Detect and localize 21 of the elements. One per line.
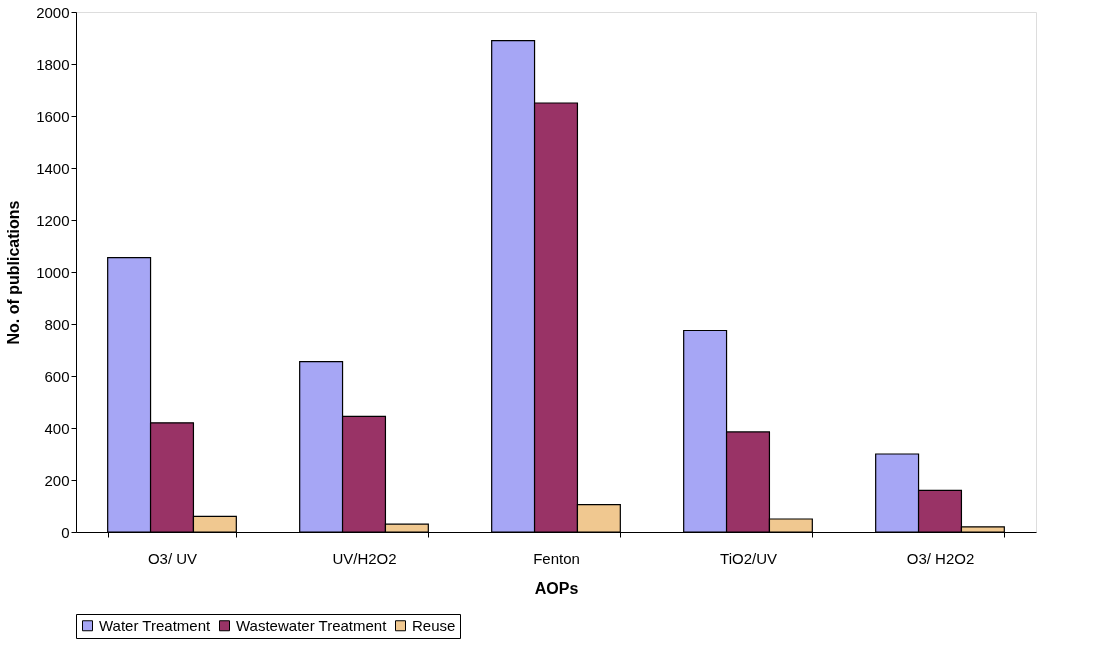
x-tick-label: O3/ H2O2 xyxy=(906,549,975,567)
legend-label: Water Treatment xyxy=(99,616,211,634)
y-tick-label: 1000 xyxy=(36,263,70,281)
y-tick-label: 1200 xyxy=(36,211,70,229)
legend-label: Reuse xyxy=(412,616,456,634)
x-tick-label: O3/ UV xyxy=(147,549,198,567)
y-tick-label: 800 xyxy=(44,315,70,333)
y-tick-label: 2000 xyxy=(36,3,70,21)
y-tick-label: 400 xyxy=(44,419,70,437)
y-tick-label: 1800 xyxy=(36,55,70,73)
x-tick-label: TiO2/UV xyxy=(720,549,777,567)
x-tick-label: UV/H2O2 xyxy=(332,549,397,567)
x-axis-title: AOPs xyxy=(534,579,579,597)
y-tick-label: 1600 xyxy=(36,107,70,125)
y-tick-label: 1400 xyxy=(36,159,70,177)
x-tick-label: Fenton xyxy=(533,549,580,567)
y-axis-title: No. of publications xyxy=(5,200,23,345)
y-tick-label: 0 xyxy=(61,523,70,541)
y-tick-label: 600 xyxy=(44,367,70,385)
y-tick-label: 200 xyxy=(44,471,70,489)
legend-label: Wastewater Treatment xyxy=(236,616,388,634)
